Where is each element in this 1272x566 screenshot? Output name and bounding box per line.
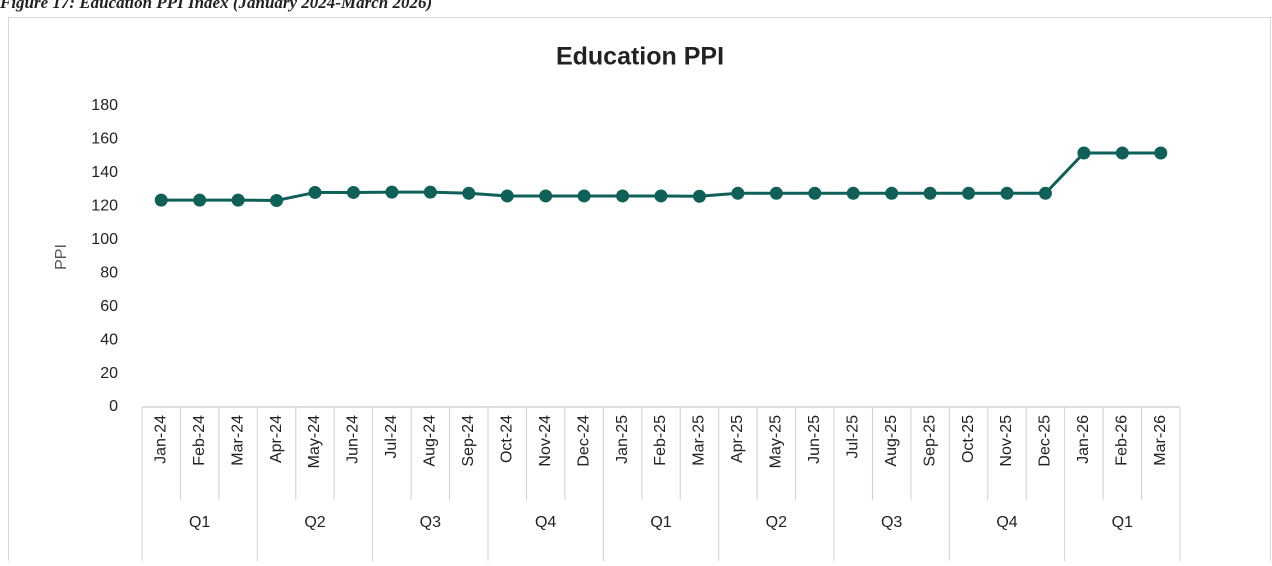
y-tick-label: 80: [100, 264, 118, 281]
x-tick-label: Nov-25: [998, 415, 1015, 467]
data-point: [1115, 146, 1129, 160]
data-point: [923, 186, 937, 200]
y-tick-label: 100: [91, 231, 118, 248]
chart-frame: [8, 17, 1271, 566]
quarter-label: Q1: [1112, 514, 1133, 531]
data-point: [769, 186, 783, 200]
data-point: [962, 186, 976, 200]
data-point: [616, 189, 630, 203]
x-tick-label: Oct-24: [498, 415, 515, 463]
quarter-label: Q4: [535, 514, 556, 531]
y-tick-label: 60: [100, 298, 118, 315]
data-point: [731, 186, 745, 200]
y-tick-label: 180: [91, 97, 118, 114]
x-tick-label: Dec-24: [575, 415, 592, 467]
x-tick-label: Apr-25: [729, 415, 746, 463]
quarter-label: Q2: [766, 514, 787, 531]
data-point: [423, 185, 437, 199]
x-tick-label: Oct-25: [960, 415, 977, 463]
x-tick-label: Jan-26: [1075, 415, 1092, 464]
x-tick-label: Mar-24: [229, 415, 246, 466]
y-tick-label: 0: [109, 398, 118, 415]
quarter-label: Q4: [996, 514, 1017, 531]
x-tick-label: Apr-24: [268, 415, 285, 463]
figure-caption: Figure 17: Education PPI Index (January …: [0, 0, 432, 12]
data-point: [1077, 146, 1091, 160]
data-point: [654, 189, 668, 203]
data-point: [346, 185, 360, 199]
x-tick-label: Jul-24: [383, 415, 400, 459]
x-tick-label: Nov-24: [537, 415, 554, 467]
x-tick-label: Jun-25: [806, 415, 823, 464]
x-tick-label: Jul-25: [844, 415, 861, 459]
data-point: [500, 189, 514, 203]
data-point: [231, 193, 245, 207]
x-tick-label: Feb-24: [191, 415, 208, 466]
data-point: [308, 185, 322, 199]
data-point: [846, 186, 860, 200]
data-point: [1000, 186, 1014, 200]
x-tick-label: Mar-25: [691, 415, 708, 466]
data-point: [577, 189, 591, 203]
data-point: [539, 189, 553, 203]
x-tick-label: Feb-25: [652, 415, 669, 466]
quarter-label: Q2: [304, 514, 325, 531]
y-axis-label: PPI: [53, 244, 70, 270]
quarter-label: Q3: [881, 514, 902, 531]
data-point: [462, 186, 476, 200]
x-tick-label: Aug-25: [883, 415, 900, 467]
data-point: [154, 193, 168, 207]
x-tick-label: Sep-24: [460, 415, 477, 467]
x-tick-label: May-24: [306, 415, 323, 468]
y-tick-label: 140: [91, 164, 118, 181]
x-tick-label: May-25: [768, 415, 785, 468]
data-point: [692, 189, 706, 203]
y-tick-label: 120: [91, 198, 118, 215]
data-point: [193, 193, 207, 207]
data-point: [808, 186, 822, 200]
quarter-label: Q3: [420, 514, 441, 531]
y-tick-label: 160: [91, 131, 118, 148]
data-point: [885, 186, 899, 200]
x-tick-label: Mar-26: [1152, 415, 1169, 466]
chart-title: Education PPI: [556, 43, 724, 71]
quarter-label: Q1: [650, 514, 671, 531]
data-point: [1038, 186, 1052, 200]
x-tick-label: Feb-26: [1114, 415, 1131, 466]
x-tick-label: Sep-25: [921, 415, 938, 467]
data-point: [270, 193, 284, 207]
x-tick-label: Dec-25: [1037, 415, 1054, 467]
y-tick-label: 40: [100, 331, 118, 348]
x-tick-label: Jan-25: [614, 415, 631, 464]
x-tick-label: Jan-24: [152, 415, 169, 464]
x-tick-label: Aug-24: [422, 415, 439, 467]
y-tick-label: 20: [100, 365, 118, 382]
quarter-label: Q1: [189, 514, 210, 531]
data-point: [1154, 146, 1168, 160]
data-point: [385, 185, 399, 199]
x-tick-label: Jun-24: [345, 415, 362, 464]
